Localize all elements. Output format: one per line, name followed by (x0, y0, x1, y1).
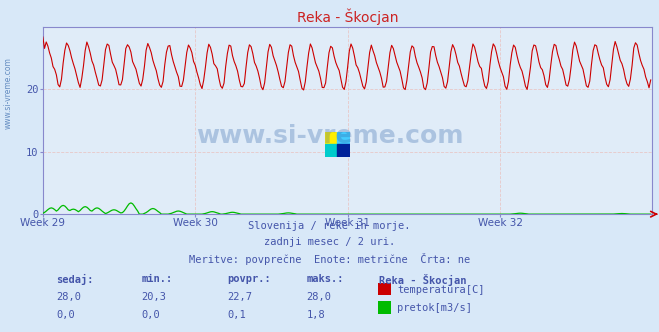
Text: 28,0: 28,0 (56, 292, 81, 302)
Text: 20,3: 20,3 (142, 292, 167, 302)
Text: Meritve: povprečne  Enote: metrične  Črta: ne: Meritve: povprečne Enote: metrične Črta:… (189, 253, 470, 265)
Text: temperatura[C]: temperatura[C] (397, 285, 485, 294)
Text: 22,7: 22,7 (227, 292, 252, 302)
Text: pretok[m3/s]: pretok[m3/s] (397, 303, 473, 313)
Text: www.si-vreme.com: www.si-vreme.com (3, 57, 13, 129)
Bar (325, 144, 337, 157)
Bar (337, 144, 350, 157)
Text: sedaj:: sedaj: (56, 274, 94, 285)
Text: 28,0: 28,0 (306, 292, 331, 302)
Text: 0,0: 0,0 (142, 310, 160, 320)
Text: min.:: min.: (142, 274, 173, 284)
Text: 0,1: 0,1 (227, 310, 246, 320)
Text: povpr.:: povpr.: (227, 274, 271, 284)
Text: Reka - Škocjan: Reka - Škocjan (379, 274, 467, 286)
Text: zadnji mesec / 2 uri.: zadnji mesec / 2 uri. (264, 237, 395, 247)
Text: Slovenija / reke in morje.: Slovenija / reke in morje. (248, 221, 411, 231)
Text: 1,8: 1,8 (306, 310, 325, 320)
Bar (325, 132, 337, 144)
Bar (337, 132, 350, 144)
Text: 0,0: 0,0 (56, 310, 74, 320)
Text: maks.:: maks.: (306, 274, 344, 284)
Text: www.si-vreme.com: www.si-vreme.com (196, 124, 463, 148)
Title: Reka - Škocjan: Reka - Škocjan (297, 9, 399, 25)
